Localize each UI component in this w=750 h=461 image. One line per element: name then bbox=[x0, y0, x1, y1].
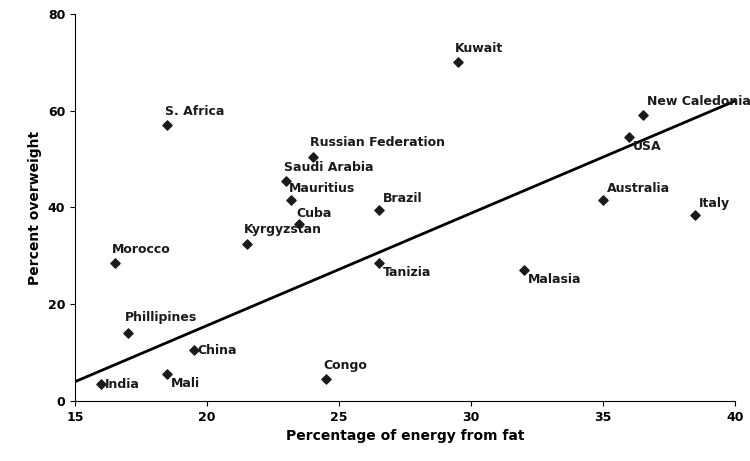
Text: Brazil: Brazil bbox=[382, 192, 422, 205]
Point bbox=[241, 240, 253, 248]
Text: China: China bbox=[198, 344, 237, 357]
Point bbox=[95, 380, 107, 388]
Text: New Caledonia: New Caledonia bbox=[646, 95, 750, 108]
Point bbox=[689, 211, 701, 219]
Text: Mali: Mali bbox=[171, 377, 200, 390]
Text: Congo: Congo bbox=[323, 359, 367, 372]
Text: Italy: Italy bbox=[699, 197, 730, 210]
Text: Mauritius: Mauritius bbox=[289, 183, 355, 195]
X-axis label: Percentage of energy from fat: Percentage of energy from fat bbox=[286, 429, 524, 443]
Y-axis label: Percent overweight: Percent overweight bbox=[28, 130, 42, 284]
Point bbox=[188, 347, 200, 354]
Text: Phillipines: Phillipines bbox=[125, 311, 197, 324]
Point bbox=[161, 371, 173, 378]
Point bbox=[373, 206, 385, 213]
Point bbox=[623, 134, 635, 141]
Point bbox=[161, 122, 173, 129]
Text: Kyrgyzstan: Kyrgyzstan bbox=[244, 224, 322, 236]
Text: India: India bbox=[105, 378, 140, 390]
Text: Saudi Arabia: Saudi Arabia bbox=[284, 160, 373, 174]
Point bbox=[518, 266, 530, 274]
Point bbox=[373, 260, 385, 267]
Point bbox=[280, 177, 292, 184]
Text: Morocco: Morocco bbox=[112, 243, 171, 256]
Text: Malasia: Malasia bbox=[528, 273, 581, 286]
Point bbox=[286, 196, 298, 204]
Text: Cuba: Cuba bbox=[297, 207, 332, 219]
Text: Kuwait: Kuwait bbox=[455, 42, 503, 55]
Point bbox=[122, 330, 134, 337]
Text: S. Africa: S. Africa bbox=[165, 105, 224, 118]
Text: USA: USA bbox=[633, 140, 662, 153]
Point bbox=[293, 221, 305, 228]
Point bbox=[637, 112, 649, 119]
Point bbox=[109, 260, 121, 267]
Text: Russian Federation: Russian Federation bbox=[310, 136, 445, 149]
Point bbox=[452, 59, 464, 66]
Point bbox=[597, 196, 609, 204]
Point bbox=[307, 153, 319, 160]
Text: Tanizia: Tanizia bbox=[382, 266, 431, 278]
Point bbox=[320, 376, 332, 383]
Text: Australia: Australia bbox=[607, 183, 670, 195]
